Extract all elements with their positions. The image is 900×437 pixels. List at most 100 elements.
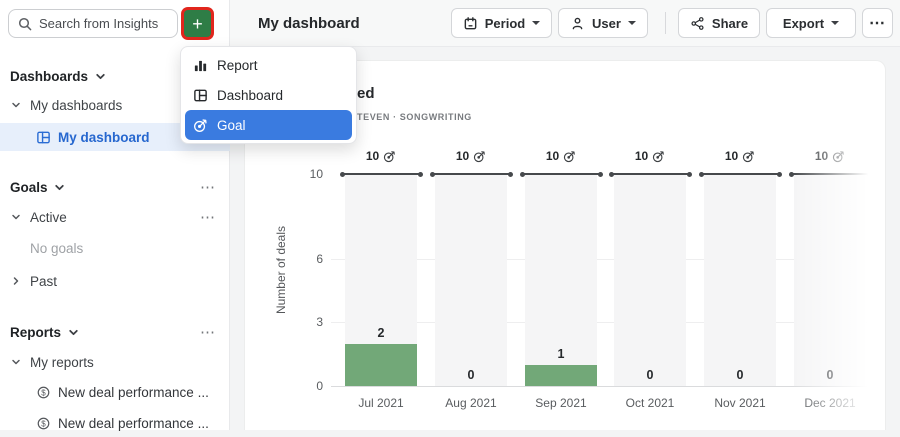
x-axis-tick-label: Aug 2021: [445, 396, 497, 410]
period-button-label: Period: [484, 15, 526, 31]
chevron-down-icon: [67, 327, 79, 338]
sidebar-section-goals[interactable]: Goals ⋯: [0, 173, 230, 201]
more-button[interactable]: ⋯: [862, 8, 893, 38]
export-button[interactable]: Export: [766, 8, 856, 38]
goal-line-endpoint: [699, 171, 704, 177]
sidebar-group-past-goals[interactable]: Past: [0, 267, 230, 295]
sidebar-item-report-1[interactable]: $ New deal performance ...: [0, 378, 230, 406]
goal-target-icon: [833, 150, 844, 162]
active-goals-menu-dots[interactable]: ⋯: [200, 209, 216, 226]
chevron-down-icon: [831, 21, 840, 25]
goal-target-icon: [474, 150, 485, 162]
goal-line-segment[interactable]: [701, 173, 779, 175]
goal-value-label: 10: [525, 148, 597, 164]
column-stripe: [435, 174, 507, 386]
page-title: My dashboard: [258, 15, 360, 32]
goal-target-icon: [653, 150, 664, 162]
sidebar-group-my-reports[interactable]: My reports: [0, 348, 230, 376]
column-stripe: [794, 174, 866, 386]
report-item-label: New deal performance ...: [58, 415, 209, 431]
goal-line-endpoint: [789, 171, 794, 177]
chevron-right-icon: [10, 276, 22, 286]
goals-header: Goals: [10, 179, 48, 195]
goal-value: 10: [724, 149, 739, 163]
goal-line-endpoint: [598, 171, 603, 177]
x-axis-tick-label: Jul 2021: [358, 396, 404, 410]
goal-target-icon: [564, 150, 575, 162]
goal-value-label: 10: [435, 148, 507, 164]
sidebar-section-dashboards[interactable]: Dashboards: [0, 62, 230, 90]
goal-line-segment[interactable]: [791, 173, 869, 175]
goal-value: 10: [365, 149, 380, 163]
my-reports-label: My reports: [30, 354, 94, 370]
reports-header: Reports: [10, 324, 62, 340]
goal-line-endpoint: [418, 171, 423, 177]
report-title-fragment: ed: [357, 85, 375, 102]
menu-item-label: Dashboard: [217, 87, 284, 103]
sidebar-group-my-dashboards[interactable]: My dashboards: [0, 91, 230, 119]
svg-text:$: $: [41, 388, 46, 397]
share-icon: [691, 16, 704, 30]
bar-value-label: 0: [736, 368, 744, 382]
no-goals-row: No goals: [0, 234, 230, 262]
goal-target-icon: [384, 150, 395, 162]
user-icon: [572, 17, 583, 29]
deal-bar[interactable]: [525, 365, 597, 386]
x-axis-line: [331, 386, 881, 387]
add-button[interactable]: +: [184, 10, 211, 37]
chevron-down-icon: [10, 100, 22, 110]
reports-menu-dots[interactable]: ⋯: [200, 324, 216, 341]
search-input[interactable]: [8, 9, 178, 38]
share-button[interactable]: Share: [678, 8, 760, 38]
y-tick-label: 10: [309, 167, 323, 181]
goal-value: 10: [814, 149, 829, 163]
menu-item-dashboard[interactable]: Dashboard: [181, 80, 356, 110]
my-dashboard-label: My dashboard: [58, 129, 150, 145]
sidebar-section-reports[interactable]: Reports ⋯: [0, 318, 230, 346]
goal-value-label: 10: [704, 148, 776, 164]
goal-value-label: 10: [345, 148, 417, 164]
chevron-down-icon: [10, 357, 22, 367]
search-box[interactable]: [8, 9, 178, 38]
column-stripe: [704, 174, 776, 386]
dashboard-grid-icon: [36, 130, 51, 145]
user-button[interactable]: User: [558, 8, 648, 38]
y-tick-label: 6: [316, 251, 323, 266]
goal-line-segment[interactable]: [611, 173, 689, 175]
chevron-down-icon: [10, 212, 22, 222]
bar-chart-icon: [194, 60, 207, 71]
user-button-label: User: [592, 15, 621, 31]
deal-bar[interactable]: [345, 344, 417, 386]
menu-item-label: Report: [217, 57, 258, 73]
bar-value-label: 0: [646, 368, 654, 382]
x-axis-tick-label: Oct 2021: [625, 396, 675, 410]
menu-item-goal[interactable]: Goal: [185, 110, 352, 140]
toolbar-divider: [665, 12, 666, 34]
dollar-circle-icon: $: [36, 385, 51, 400]
goal-value-label: 10: [614, 148, 686, 164]
dashboard-toolbar: My dashboard Period User Share Export ⋯: [230, 0, 900, 47]
goal-line-endpoint: [777, 171, 782, 177]
menu-item-report[interactable]: Report: [181, 50, 356, 80]
share-button-label: Share: [711, 15, 749, 31]
goal-value-label: 10: [794, 148, 866, 164]
dashboards-header: Dashboards: [10, 68, 89, 84]
column-stripe: [614, 174, 686, 386]
bar-value-label: 1: [557, 347, 565, 361]
column-stripe: [525, 174, 597, 386]
chevron-down-icon: [627, 21, 636, 25]
goals-menu-dots[interactable]: ⋯: [200, 179, 216, 196]
goal-line-segment[interactable]: [342, 173, 420, 175]
bar-value-label: 0: [467, 368, 475, 382]
export-button-label: Export: [782, 15, 825, 31]
sidebar-group-active-goals[interactable]: Active ⋯: [0, 203, 230, 231]
goal-value: 10: [545, 149, 560, 163]
y-tick-label: 0: [316, 379, 323, 393]
dashboard-grid-icon: [194, 89, 207, 101]
menu-item-label: Goal: [217, 117, 246, 133]
period-button[interactable]: Period: [451, 8, 552, 38]
goal-value: 10: [455, 149, 470, 163]
goal-line-segment[interactable]: [432, 173, 510, 175]
goal-line-segment[interactable]: [522, 173, 600, 175]
sidebar-item-report-2[interactable]: $ New deal performance ...: [0, 409, 230, 437]
